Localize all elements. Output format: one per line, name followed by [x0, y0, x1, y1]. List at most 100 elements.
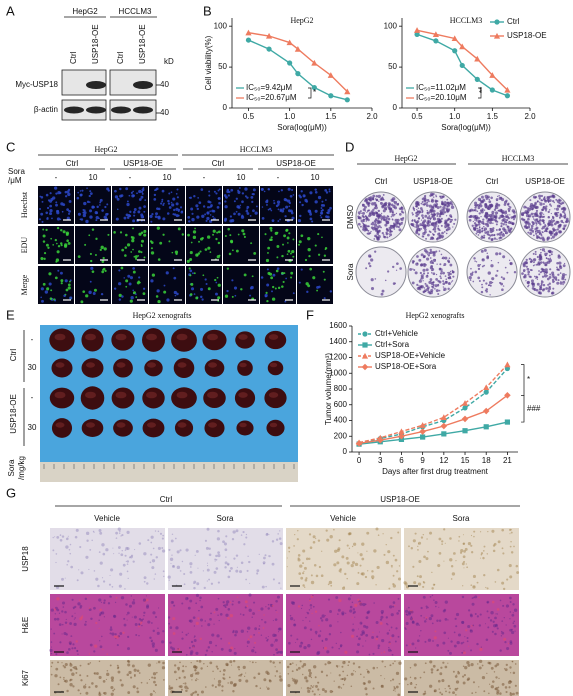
colony [525, 258, 528, 262]
tissue-speck [392, 601, 396, 604]
tissue-speck [51, 661, 54, 664]
tissue-speck [103, 601, 106, 605]
tissue-speck [345, 612, 347, 614]
tissue-speck [237, 601, 241, 604]
tissue-speck [420, 536, 424, 539]
cell [118, 293, 122, 298]
tissue-speck [258, 625, 261, 627]
tissue-speck [242, 530, 245, 534]
tissue-speck [50, 641, 53, 643]
colony [391, 213, 395, 217]
tissue-speck [359, 673, 362, 676]
colony [559, 230, 562, 234]
stain-label: EDU [20, 237, 29, 254]
cell [321, 200, 324, 203]
cell [208, 194, 211, 197]
tissue-speck [443, 560, 445, 562]
cell [40, 212, 44, 216]
tissue-speck [351, 545, 354, 548]
tissue-speck [57, 683, 60, 686]
cell [163, 202, 165, 205]
tissue-speck [293, 545, 295, 547]
tissue-speck [278, 582, 281, 585]
colony [559, 223, 562, 227]
cell [289, 194, 293, 198]
tissue-speck [396, 570, 399, 573]
tissue-speck [437, 563, 441, 568]
colony [357, 217, 360, 220]
tissue-speck [66, 564, 68, 566]
cell [171, 251, 174, 254]
colony [500, 222, 503, 225]
ihc-image [286, 594, 401, 656]
cell [223, 218, 227, 222]
tissue-speck [110, 626, 113, 629]
cell [272, 285, 275, 289]
tissue-speck [496, 689, 500, 693]
tissue-speck [106, 653, 108, 655]
cell [261, 217, 265, 220]
tissue-speck [388, 646, 390, 649]
point [419, 428, 426, 435]
tissue-speck [172, 565, 175, 568]
colony [491, 238, 494, 241]
tissue-speck [308, 599, 312, 602]
tissue-speck [54, 674, 58, 678]
band [64, 106, 84, 114]
tissue-speck [479, 647, 483, 652]
colony [375, 194, 379, 198]
cell [69, 280, 71, 283]
colony [421, 209, 424, 212]
tissue-speck [392, 554, 395, 557]
tissue-speck [216, 667, 219, 670]
cell [155, 295, 159, 298]
cell [60, 282, 63, 285]
cell [270, 229, 273, 232]
colony [401, 221, 403, 224]
colony [374, 250, 377, 253]
tissue-speck [505, 604, 510, 608]
colony [412, 225, 415, 228]
cell [60, 279, 64, 283]
colony [435, 289, 439, 293]
tissue-speck [206, 562, 208, 564]
tissue-speck [470, 534, 473, 537]
legend-marker [362, 331, 368, 337]
colony [525, 226, 529, 230]
cell [227, 194, 230, 197]
tissue-speck [341, 665, 344, 668]
colony [554, 228, 557, 231]
colony [528, 284, 530, 287]
tissue-speck [177, 648, 180, 650]
cell [174, 294, 177, 297]
cell [204, 278, 207, 281]
tissue-speck [351, 634, 355, 638]
colony [390, 216, 393, 218]
colony [376, 232, 380, 236]
colony [556, 262, 559, 265]
colony [390, 203, 394, 207]
tissue-speck [492, 620, 495, 623]
colony [425, 237, 427, 240]
colony [477, 206, 481, 210]
tissue-speck [220, 647, 224, 651]
cell [38, 218, 42, 221]
cell [206, 235, 211, 239]
tissue-speck [389, 637, 392, 639]
tissue-speck [394, 558, 398, 562]
tissue-speck [478, 666, 482, 670]
tissue-speck [434, 630, 437, 633]
tissue-speck [111, 632, 115, 636]
colony [382, 234, 385, 236]
tissue-speck [169, 626, 173, 629]
tissue-speck [447, 684, 451, 688]
colony [490, 203, 493, 206]
tissue-speck [419, 676, 422, 679]
cell [107, 189, 110, 192]
colony [449, 263, 453, 267]
cell [254, 211, 258, 215]
colony [554, 208, 556, 210]
tissue-speck [270, 603, 272, 606]
tissue-speck [482, 556, 485, 560]
colony [387, 217, 391, 221]
